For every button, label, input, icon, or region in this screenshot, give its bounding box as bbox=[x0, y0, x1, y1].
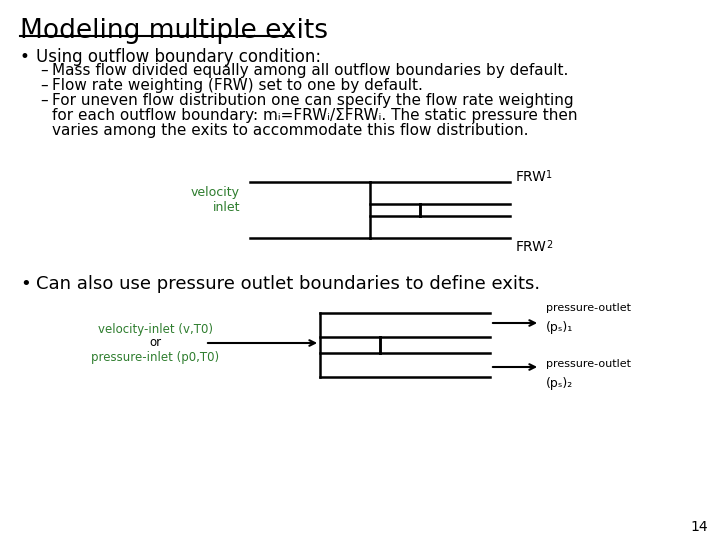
Text: •: • bbox=[20, 48, 30, 66]
Text: pressure-outlet: pressure-outlet bbox=[546, 303, 631, 313]
Text: –: – bbox=[40, 78, 48, 93]
Text: pressure-outlet: pressure-outlet bbox=[546, 359, 631, 369]
Text: For uneven flow distribution one can specify the flow rate weighting: For uneven flow distribution one can spe… bbox=[52, 93, 574, 108]
Text: –: – bbox=[40, 63, 48, 78]
Text: FRW: FRW bbox=[516, 170, 547, 184]
Text: pressure-inlet (p0,T0): pressure-inlet (p0,T0) bbox=[91, 350, 219, 363]
Text: –: – bbox=[40, 93, 48, 108]
Text: velocity-inlet (v,T0): velocity-inlet (v,T0) bbox=[97, 322, 212, 335]
Text: (pₛ)₂: (pₛ)₂ bbox=[546, 377, 573, 390]
Text: 1: 1 bbox=[546, 170, 552, 180]
Text: Can also use pressure outlet boundaries to define exits.: Can also use pressure outlet boundaries … bbox=[36, 275, 540, 293]
Text: Using outflow boundary condition:: Using outflow boundary condition: bbox=[36, 48, 321, 66]
Text: or: or bbox=[149, 336, 161, 349]
Text: 14: 14 bbox=[690, 520, 708, 534]
Text: for each outflow boundary: mᵢ=FRWᵢ/ΣFRWᵢ. The static pressure then: for each outflow boundary: mᵢ=FRWᵢ/ΣFRWᵢ… bbox=[52, 108, 577, 123]
Text: 2: 2 bbox=[546, 240, 552, 250]
Text: velocity
inlet: velocity inlet bbox=[191, 186, 240, 214]
Text: varies among the exits to accommodate this flow distribution.: varies among the exits to accommodate th… bbox=[52, 123, 528, 138]
Text: Mass flow divided equally among all outflow boundaries by default.: Mass flow divided equally among all outf… bbox=[52, 63, 568, 78]
Text: (pₛ)₁: (pₛ)₁ bbox=[546, 321, 573, 334]
Text: Flow rate weighting (FRW) set to one by default.: Flow rate weighting (FRW) set to one by … bbox=[52, 78, 423, 93]
Text: Modeling multiple exits: Modeling multiple exits bbox=[20, 18, 328, 44]
Text: FRW: FRW bbox=[516, 240, 547, 254]
Text: •: • bbox=[20, 275, 31, 293]
